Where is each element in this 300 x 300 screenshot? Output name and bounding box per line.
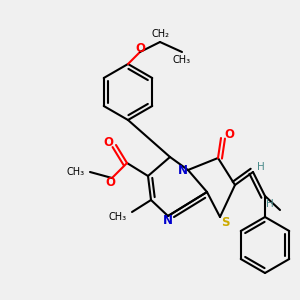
Text: O: O	[105, 176, 115, 190]
Text: O: O	[224, 128, 234, 142]
Text: S: S	[221, 215, 229, 229]
Text: CH₂: CH₂	[151, 29, 169, 39]
Text: H: H	[266, 199, 274, 209]
Text: N: N	[178, 164, 188, 176]
Text: O: O	[103, 136, 113, 149]
Text: CH₃: CH₃	[173, 55, 191, 65]
Text: CH₃: CH₃	[109, 212, 127, 222]
Text: CH₃: CH₃	[67, 167, 85, 177]
Text: H: H	[257, 162, 265, 172]
Text: N: N	[163, 214, 173, 227]
Text: O: O	[135, 43, 145, 56]
